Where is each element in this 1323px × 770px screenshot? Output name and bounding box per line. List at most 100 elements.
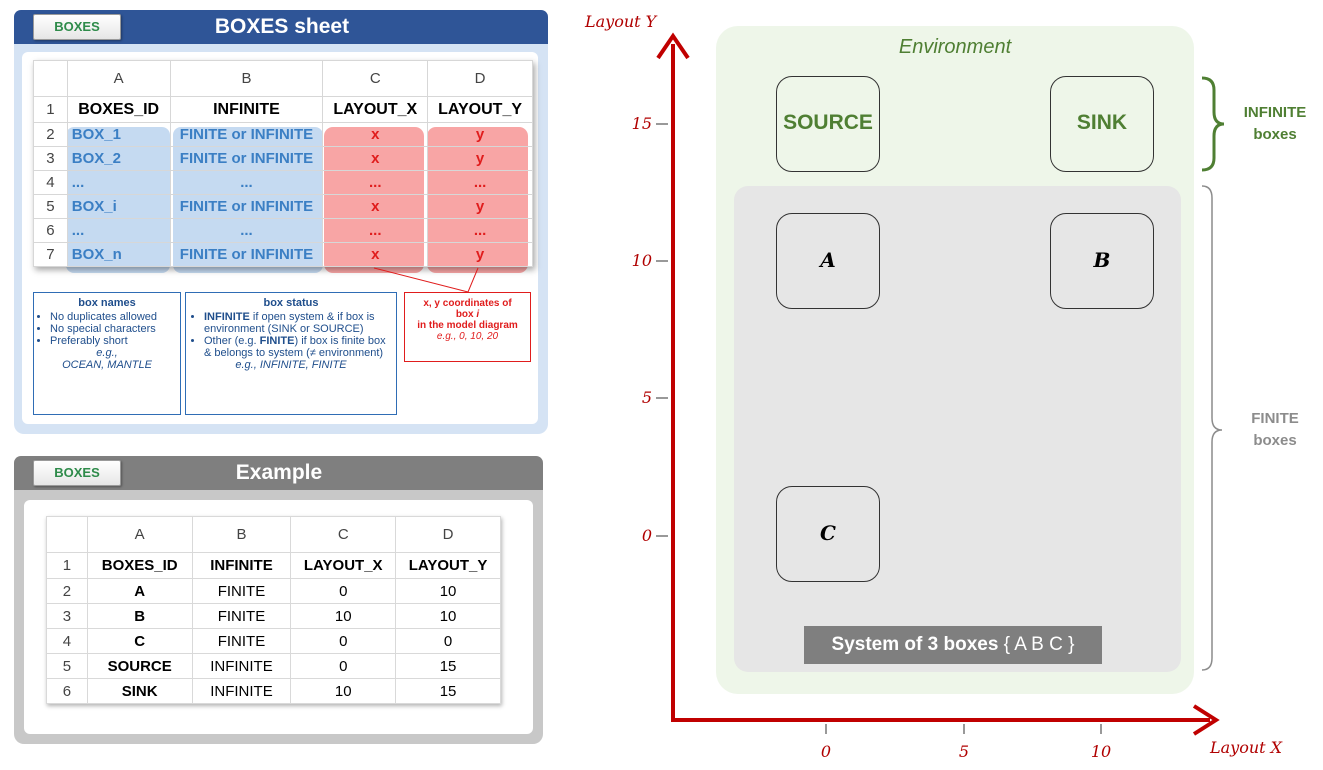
box-c-label: C xyxy=(820,521,836,545)
box-a[interactable]: A xyxy=(776,213,880,309)
data-cell[interactable]: 10 xyxy=(290,678,397,704)
sheet-corner xyxy=(33,60,68,97)
data-cell[interactable]: y xyxy=(427,122,533,147)
data-cell[interactable]: ... xyxy=(427,170,533,195)
finite-label-line: FINITE xyxy=(1251,410,1299,427)
box-source[interactable]: SOURCE xyxy=(776,76,880,172)
x-tick-label: 0 xyxy=(820,742,832,761)
row-header[interactable]: 5 xyxy=(46,653,88,679)
data-cell[interactable]: x xyxy=(322,194,429,219)
data-cell[interactable]: FINITE xyxy=(191,603,292,629)
header-cell[interactable]: BOXES_ID xyxy=(66,96,171,123)
column-header[interactable]: D xyxy=(427,60,533,97)
data-cell[interactable]: y xyxy=(427,242,533,267)
data-cell[interactable]: x xyxy=(322,122,429,147)
data-cell[interactable]: ... xyxy=(427,218,533,243)
row-header[interactable]: 4 xyxy=(46,628,88,654)
header-cell[interactable]: LAYOUT_Y xyxy=(395,552,501,579)
data-cell[interactable]: BOX_n xyxy=(66,242,171,267)
row-header[interactable]: 6 xyxy=(46,678,88,704)
data-cell[interactable]: 15 xyxy=(395,678,501,704)
infinite-label-line: INFINITE xyxy=(1243,104,1307,121)
data-cell[interactable]: B xyxy=(86,603,193,629)
data-cell[interactable]: y xyxy=(427,194,533,219)
header-cell[interactable]: LAYOUT_X xyxy=(290,552,397,579)
data-cell[interactable]: C xyxy=(86,628,193,654)
header-cell[interactable]: INFINITE xyxy=(191,552,292,579)
data-cell[interactable]: 15 xyxy=(395,653,501,679)
note-bullet: No duplicates allowed xyxy=(50,311,176,323)
coords-connector xyxy=(373,267,479,293)
data-cell[interactable]: ... xyxy=(169,218,324,243)
column-header[interactable]: C xyxy=(290,516,397,553)
example-tab[interactable]: BOXES xyxy=(33,460,121,486)
note-example-prefix: e.g., xyxy=(96,347,118,359)
data-cell[interactable]: ... xyxy=(66,170,171,195)
data-cell[interactable]: ... xyxy=(322,218,429,243)
row-header[interactable]: 1 xyxy=(46,552,88,579)
column-header[interactable]: B xyxy=(191,516,292,553)
data-cell[interactable]: BOX_2 xyxy=(66,146,171,171)
row-header[interactable]: 7 xyxy=(33,242,68,267)
box-a-label: A xyxy=(820,248,836,272)
row-header[interactable]: 1 xyxy=(33,96,68,123)
box-sink[interactable]: SINK xyxy=(1050,76,1154,172)
data-cell[interactable]: SOURCE xyxy=(86,653,193,679)
column-header[interactable]: B xyxy=(169,60,324,97)
header-cell[interactable]: INFINITE xyxy=(169,96,324,123)
header-cell[interactable]: LAYOUT_X xyxy=(322,96,429,123)
column-header[interactable]: C xyxy=(322,60,429,97)
data-cell[interactable]: SINK xyxy=(86,678,193,704)
data-cell[interactable]: INFINITE xyxy=(191,678,292,704)
data-cell[interactable]: A xyxy=(86,578,193,604)
data-cell[interactable]: BOX_1 xyxy=(66,122,171,147)
row-header[interactable]: 4 xyxy=(33,170,68,195)
data-cell[interactable]: 0 xyxy=(290,653,397,679)
data-cell[interactable]: x xyxy=(322,242,429,267)
box-sink-label: SINK xyxy=(1076,111,1128,134)
x-axis-label: Layout X xyxy=(1210,738,1283,757)
boxes-sheet-header: BOXES BOXES sheet xyxy=(14,10,548,44)
header-cell[interactable]: LAYOUT_Y xyxy=(427,96,533,123)
boxes-sheet-title: BOXES sheet xyxy=(214,15,350,38)
data-cell[interactable]: 0 xyxy=(290,628,397,654)
data-cell[interactable]: 0 xyxy=(290,578,397,604)
data-cell[interactable]: 0 xyxy=(395,628,501,654)
data-cell[interactable]: FINITE xyxy=(191,578,292,604)
column-header[interactable]: D xyxy=(395,516,501,553)
example-title: Example xyxy=(235,461,323,484)
boxes-sheet-tab[interactable]: BOXES xyxy=(33,14,121,40)
column-header[interactable]: A xyxy=(86,516,193,553)
data-cell[interactable]: FINITE or INFINITE xyxy=(169,194,324,219)
note-line: box i xyxy=(455,309,480,320)
box-c[interactable]: C xyxy=(776,486,880,582)
row-header[interactable]: 2 xyxy=(46,578,88,604)
note-bullet: Other (e.g. FINITE) if box is finite box… xyxy=(204,335,390,359)
data-cell[interactable]: ... xyxy=(169,170,324,195)
note-example: OCEAN, MANTLE xyxy=(62,359,152,371)
data-cell[interactable]: y xyxy=(427,146,533,171)
data-cell[interactable]: x xyxy=(322,146,429,171)
data-cell[interactable]: FINITE xyxy=(191,628,292,654)
row-header[interactable]: 6 xyxy=(33,218,68,243)
data-cell[interactable]: 10 xyxy=(290,603,397,629)
data-cell[interactable]: BOX_i xyxy=(66,194,171,219)
data-cell[interactable]: 10 xyxy=(395,578,501,604)
data-cell[interactable]: FINITE or INFINITE xyxy=(169,122,324,147)
box-b[interactable]: B xyxy=(1050,213,1154,309)
column-header[interactable]: A xyxy=(66,60,171,97)
data-cell[interactable]: FINITE or INFINITE xyxy=(169,146,324,171)
data-cell[interactable]: ... xyxy=(66,218,171,243)
finite-boxes-label: FINITE boxes xyxy=(1232,408,1318,452)
row-header[interactable]: 3 xyxy=(33,146,68,171)
infinite-label-line: boxes xyxy=(1253,126,1297,143)
data-cell[interactable]: ... xyxy=(322,170,429,195)
row-header[interactable]: 5 xyxy=(33,194,68,219)
infinite-boxes-label: INFINITE boxes xyxy=(1232,102,1318,146)
row-header[interactable]: 3 xyxy=(46,603,88,629)
data-cell[interactable]: 10 xyxy=(395,603,501,629)
data-cell[interactable]: INFINITE xyxy=(191,653,292,679)
data-cell[interactable]: FINITE or INFINITE xyxy=(169,242,324,267)
header-cell[interactable]: BOXES_ID xyxy=(86,552,193,579)
row-header[interactable]: 2 xyxy=(33,122,68,147)
